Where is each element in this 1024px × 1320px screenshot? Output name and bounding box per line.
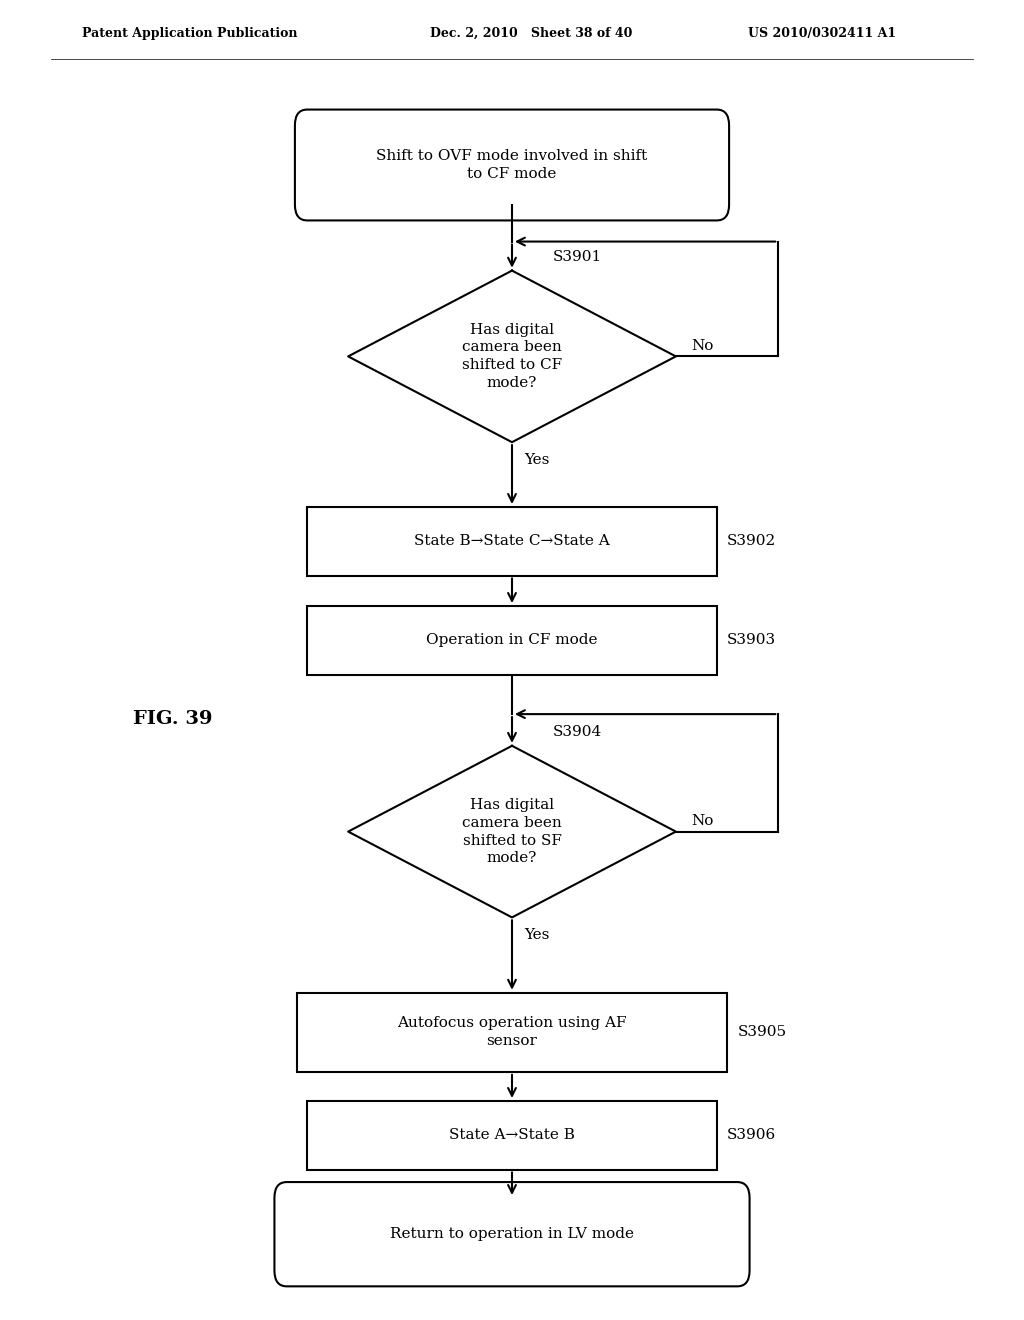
Text: S3902: S3902 [727,535,776,548]
Text: Yes: Yes [524,928,550,942]
Text: Dec. 2, 2010   Sheet 38 of 40: Dec. 2, 2010 Sheet 38 of 40 [430,26,633,40]
Text: Yes: Yes [524,453,550,467]
Text: S3901: S3901 [553,249,602,264]
Text: US 2010/0302411 A1: US 2010/0302411 A1 [748,26,896,40]
Text: Has digital
camera been
shifted to CF
mode?: Has digital camera been shifted to CF mo… [462,322,562,391]
Text: Autofocus operation using AF
sensor: Autofocus operation using AF sensor [397,1016,627,1048]
Text: S3904: S3904 [553,725,602,739]
Text: S3906: S3906 [727,1129,776,1142]
Polygon shape [348,271,676,442]
Text: Has digital
camera been
shifted to SF
mode?: Has digital camera been shifted to SF mo… [462,797,562,866]
Bar [307,507,717,576]
Text: Return to operation in LV mode: Return to operation in LV mode [390,1228,634,1241]
Bar [307,606,717,675]
Text: S3905: S3905 [737,1026,786,1039]
Text: State B→State C→State A: State B→State C→State A [414,535,610,548]
Text: Patent Application Publication: Patent Application Publication [82,26,297,40]
Text: No: No [691,814,714,828]
Text: State A→State B: State A→State B [450,1129,574,1142]
Bar [297,993,727,1072]
Text: Operation in CF mode: Operation in CF mode [426,634,598,647]
Text: S3903: S3903 [727,634,776,647]
Text: FIG. 39: FIG. 39 [133,710,213,729]
Polygon shape [348,746,676,917]
Text: No: No [691,339,714,352]
Text: Shift to OVF mode involved in shift
to CF mode: Shift to OVF mode involved in shift to C… [377,149,647,181]
Bar [307,1101,717,1170]
FancyBboxPatch shape [295,110,729,220]
FancyBboxPatch shape [274,1183,750,1286]
